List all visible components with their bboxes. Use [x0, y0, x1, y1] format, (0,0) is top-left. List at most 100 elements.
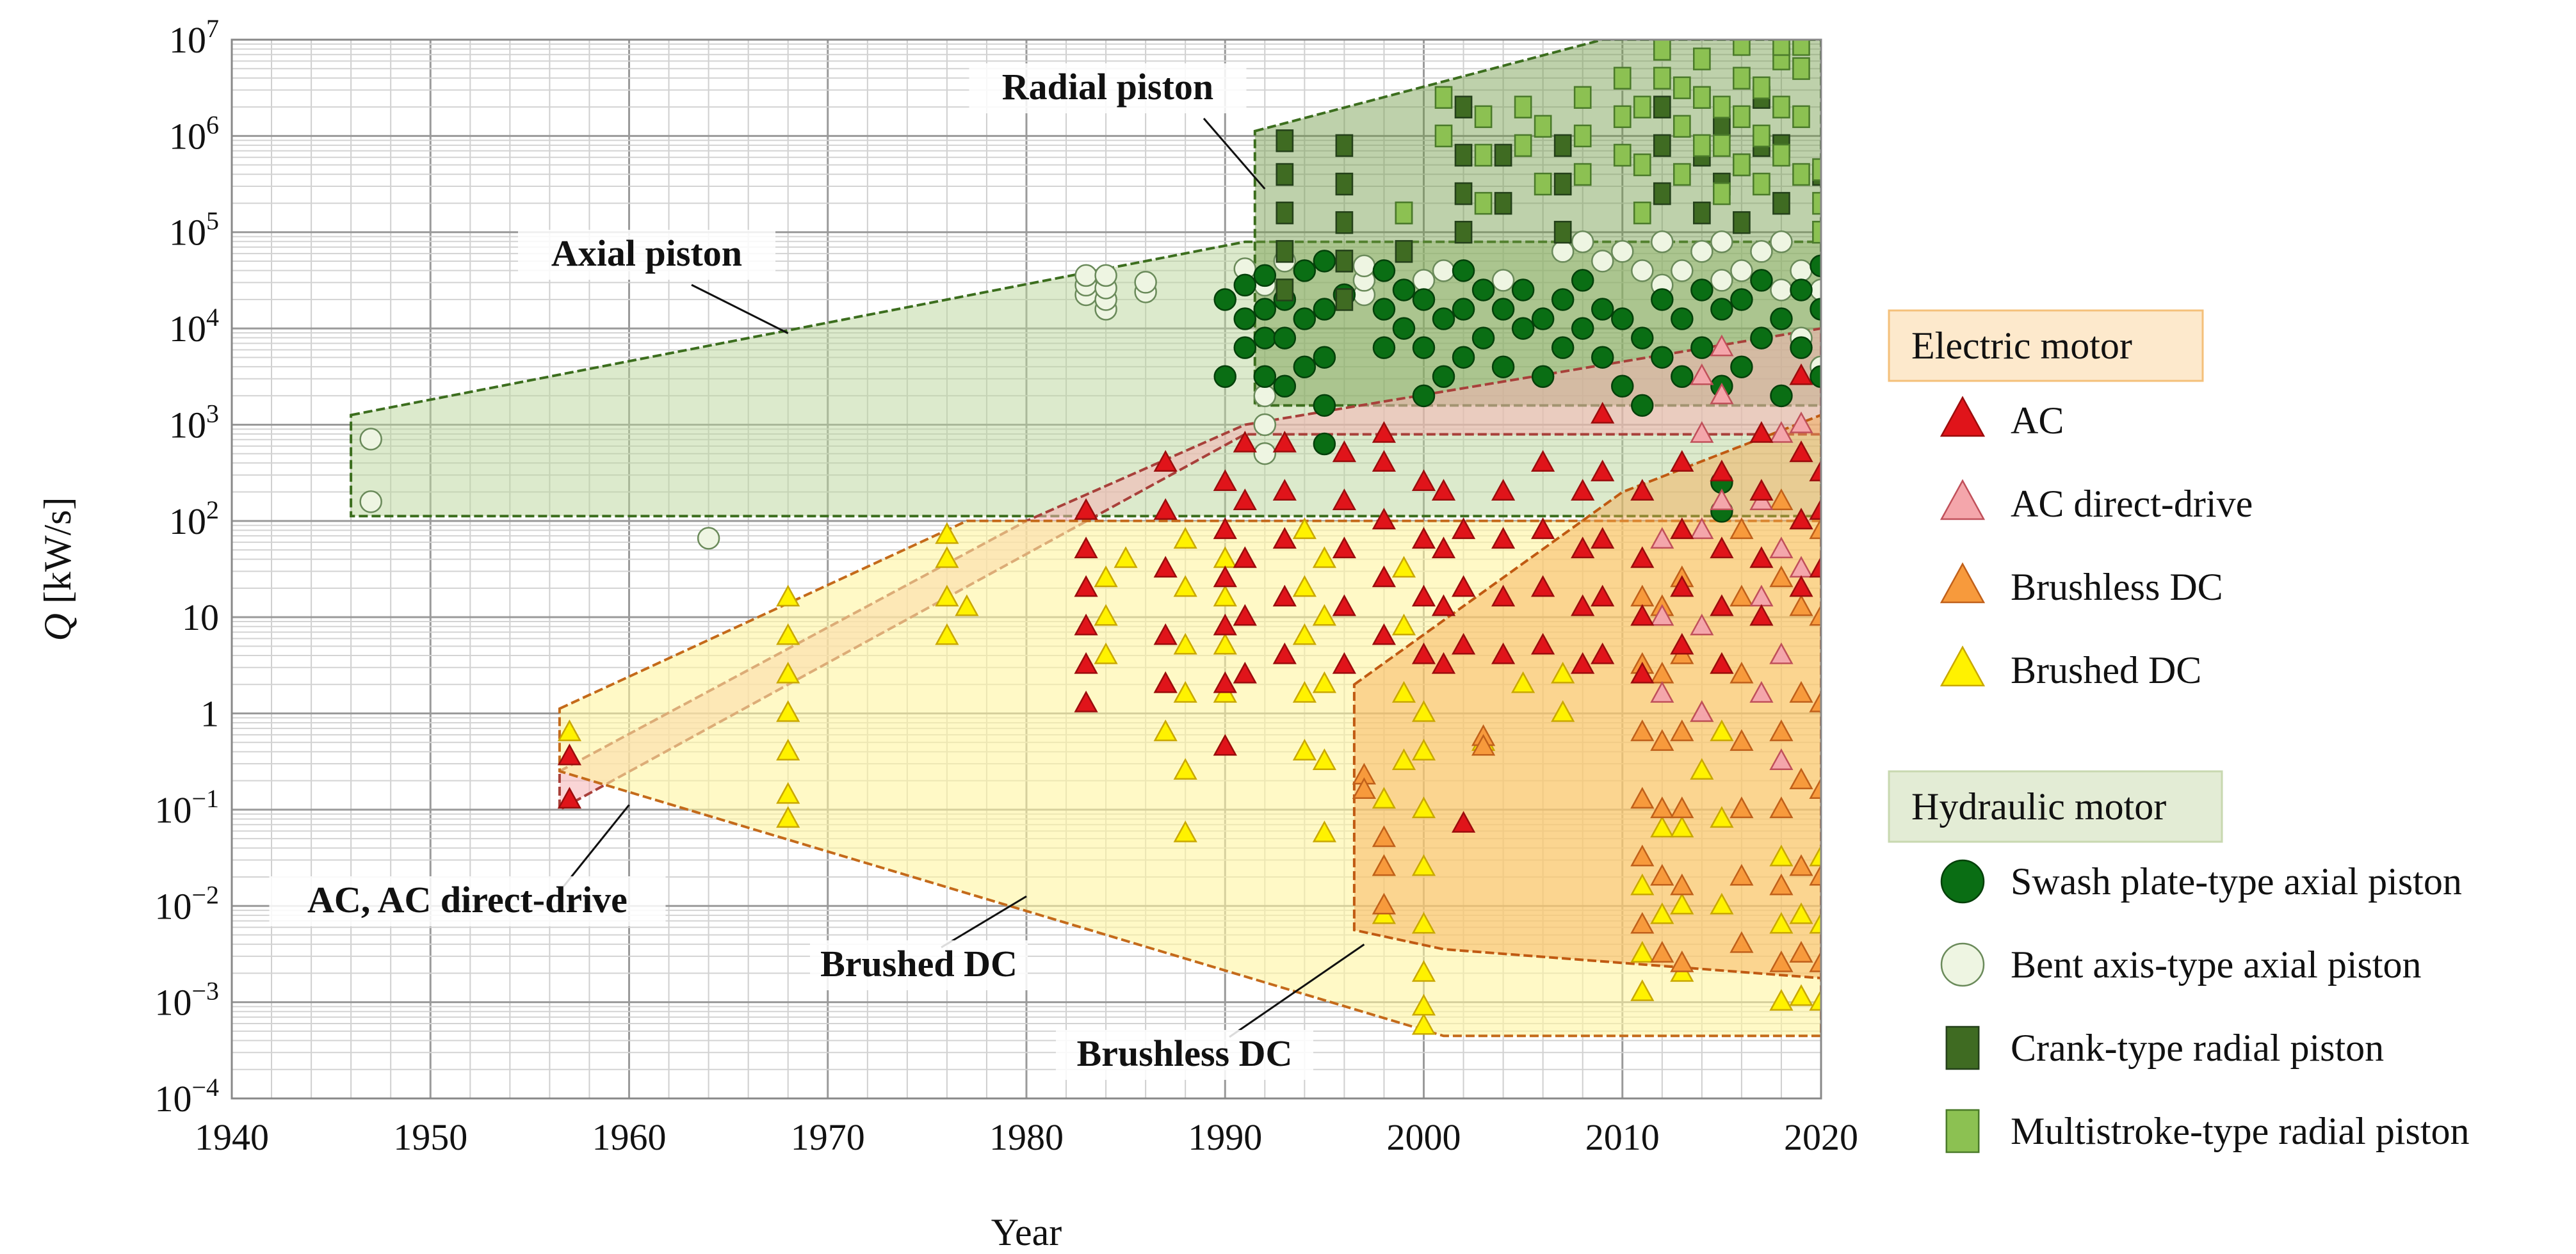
data-point — [1753, 124, 1770, 148]
y-tick-label: 10−2 — [154, 880, 219, 927]
data-point — [1411, 642, 1436, 664]
data-point — [1789, 984, 1813, 1006]
x-tick-label: 2020 — [1784, 1116, 1858, 1158]
data-point — [1293, 307, 1316, 330]
data-point — [1653, 182, 1671, 205]
data-point — [1553, 172, 1572, 196]
data-point — [1630, 979, 1655, 1001]
data-point — [1693, 86, 1711, 109]
data-point — [1392, 278, 1416, 301]
data-point — [1233, 336, 1257, 359]
annotation-leader-line — [1229, 944, 1365, 1038]
data-point — [1094, 565, 1118, 588]
data-point — [1335, 288, 1354, 311]
y-axis-title: Q [kW/s] — [36, 497, 79, 641]
annotation-label: Radial piston — [1002, 66, 1213, 108]
data-point — [1213, 517, 1237, 540]
data-point — [1693, 134, 1711, 157]
data-point — [1233, 307, 1257, 330]
x-tick-label: 1990 — [1188, 1116, 1262, 1158]
data-point — [359, 428, 382, 451]
data-point — [1670, 719, 1694, 741]
data-point — [1432, 259, 1455, 282]
data-point — [1292, 623, 1317, 645]
x-tick-label: 1980 — [989, 1116, 1064, 1158]
data-point — [1372, 825, 1397, 848]
data-point — [1553, 220, 1572, 244]
data-point — [1312, 604, 1337, 626]
data-point — [1769, 989, 1794, 1011]
data-point — [1671, 259, 1694, 282]
data-point — [1729, 517, 1754, 540]
data-point — [1272, 642, 1297, 664]
data-point — [1213, 469, 1237, 491]
data-point — [1233, 604, 1257, 626]
data-point — [1710, 652, 1734, 674]
data-point — [1411, 1013, 1436, 1035]
annotation-label: Brushless DC — [1077, 1033, 1293, 1074]
legend-item-label: Brushed DC — [2011, 649, 2201, 691]
legend-marker — [1940, 645, 1986, 687]
data-point — [1710, 892, 1734, 915]
data-point — [1551, 700, 1575, 722]
data-point — [1591, 298, 1614, 321]
legend-marker — [1940, 859, 1985, 904]
data-point — [1312, 671, 1337, 693]
data-point — [1332, 652, 1357, 674]
data-point — [1372, 623, 1397, 645]
data-point — [1392, 317, 1416, 340]
data-point — [1792, 57, 1810, 80]
data-point — [1571, 269, 1594, 292]
data-point — [955, 594, 979, 616]
data-point — [776, 700, 800, 722]
data-point — [935, 522, 959, 544]
legend-marker — [1940, 942, 1985, 987]
data-point — [1693, 47, 1711, 70]
data-point — [1769, 719, 1794, 741]
data-point — [1530, 517, 1555, 540]
data-point — [1690, 613, 1714, 636]
data-point — [1551, 240, 1575, 263]
data-point — [1213, 288, 1236, 311]
data-point — [1335, 211, 1354, 234]
data-point — [1729, 661, 1754, 684]
data-point — [1491, 298, 1515, 321]
data-point — [1571, 594, 1595, 616]
data-point — [1769, 912, 1794, 934]
data-point — [1431, 479, 1456, 501]
data-point — [1630, 546, 1655, 568]
data-point — [1750, 269, 1773, 292]
data-point — [1514, 95, 1532, 119]
data-point — [776, 584, 800, 607]
data-point — [1313, 432, 1336, 456]
data-point — [1809, 690, 1821, 712]
data-point — [1153, 623, 1178, 645]
legend-marker — [1945, 1025, 1980, 1070]
data-point — [1372, 336, 1396, 359]
data-point — [1671, 365, 1694, 389]
series-ac — [557, 363, 1821, 833]
data-point — [1611, 240, 1634, 263]
data-point — [1591, 460, 1615, 481]
data-point — [1173, 632, 1197, 655]
data-point — [1789, 363, 1813, 385]
data-point — [1690, 240, 1713, 263]
y-tick-label: 10−1 — [154, 784, 219, 831]
data-point — [1372, 508, 1397, 530]
legend-marker — [1940, 562, 1986, 604]
x-tick-label: 1950 — [393, 1116, 467, 1158]
data-point — [1710, 594, 1734, 616]
data-point — [1789, 940, 1813, 963]
series-multistroke-type-radial-piston — [1395, 40, 1821, 244]
data-point — [1372, 892, 1397, 915]
data-point — [1809, 989, 1821, 1011]
legend-group-header — [1888, 770, 2223, 843]
data-point — [1690, 758, 1714, 780]
data-point — [1511, 671, 1535, 693]
data-point — [1411, 960, 1436, 982]
data-point — [1650, 902, 1674, 924]
data-point — [1809, 844, 1821, 867]
data-point — [1431, 652, 1456, 674]
data-point — [1452, 298, 1475, 321]
annotation-leader-line — [941, 895, 1027, 949]
